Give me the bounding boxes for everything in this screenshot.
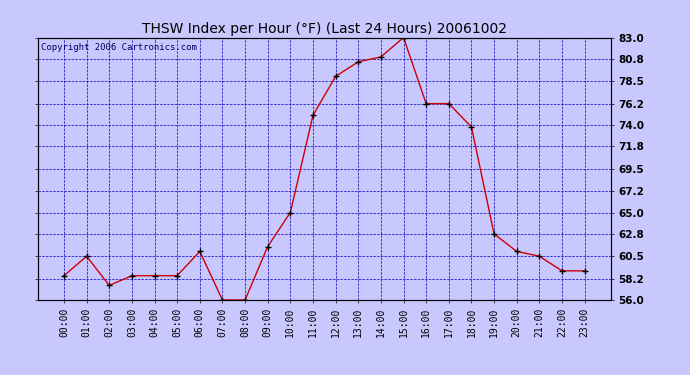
Title: THSW Index per Hour (°F) (Last 24 Hours) 20061002: THSW Index per Hour (°F) (Last 24 Hours)… — [142, 22, 506, 36]
Text: Copyright 2006 Cartronics.com: Copyright 2006 Cartronics.com — [41, 43, 197, 52]
